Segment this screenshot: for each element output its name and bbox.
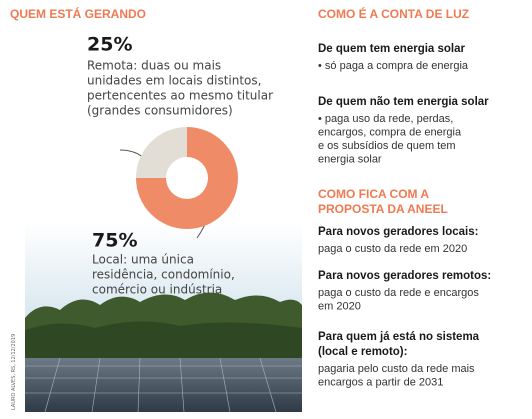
section-title: PROPOSTA DA ANEEL bbox=[318, 202, 448, 216]
item-text: pagaria pelo custo da rede mais bbox=[318, 363, 475, 375]
donut-slice bbox=[136, 127, 238, 229]
item-heading: De quem não tem energia solar bbox=[318, 96, 489, 108]
donut-slice bbox=[136, 127, 187, 178]
item-heading: Para novos geradores locais: bbox=[318, 226, 478, 238]
item-text: e os subsídios de quem tem bbox=[318, 140, 456, 152]
percent-label: 75% bbox=[92, 230, 137, 252]
item-text: encargos, compra de energia bbox=[318, 126, 462, 138]
photo-credit: LAURO ALVES, RS, 12/12/2019 bbox=[11, 334, 17, 410]
item-heading: De quem tem energia solar bbox=[318, 43, 466, 55]
slice-description: residência, condomínio, bbox=[92, 268, 235, 282]
section-title: COMO FICA COM A bbox=[318, 187, 429, 201]
percent-label: 25% bbox=[87, 34, 132, 56]
slice-description: unidades em locais distintos, bbox=[87, 74, 261, 88]
item-text: energia solar bbox=[318, 153, 382, 165]
slice-description: Local: uma única bbox=[92, 253, 194, 267]
slice-description: (grandes consumidores) bbox=[87, 104, 233, 118]
slice-description: pertencentes ao mesmo titular bbox=[87, 89, 273, 103]
section-title: QUEM ESTÁ GERANDO bbox=[10, 6, 146, 21]
slice-description: Remota: duas ou mais bbox=[87, 59, 221, 73]
item-text: • paga uso da rede, perdas, bbox=[318, 113, 453, 125]
item-heading: (local e remoto): bbox=[318, 346, 407, 358]
item-text: • só paga a compra de energia bbox=[318, 60, 469, 72]
section-title: COMO É A CONTA DE LUZ bbox=[318, 6, 469, 21]
item-text: em 2020 bbox=[318, 300, 361, 312]
item-text: paga o custo da rede e encargos bbox=[318, 287, 479, 299]
photo bbox=[25, 222, 302, 413]
item-text: paga o custo da rede em 2020 bbox=[318, 243, 467, 255]
item-heading: Para novos geradores remotos: bbox=[318, 270, 491, 282]
item-heading: Para quem já está no sistema bbox=[318, 331, 480, 343]
item-text: encargos a partir de 2031 bbox=[318, 376, 443, 388]
slice-description: comércio ou indústria bbox=[92, 283, 222, 297]
